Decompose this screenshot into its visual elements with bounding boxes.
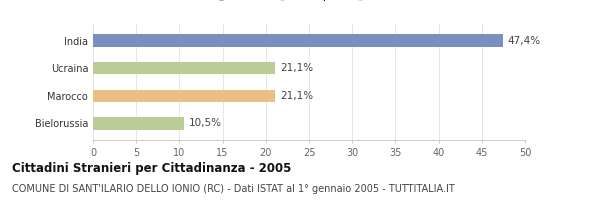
Legend: Asia, Europa, Africa: Asia, Europa, Africa: [206, 0, 412, 4]
Bar: [93, 34, 503, 47]
Text: COMUNE DI SANT'ILARIO DELLO IONIO (RC) - Dati ISTAT al 1° gennaio 2005 - TUTTITA: COMUNE DI SANT'ILARIO DELLO IONIO (RC) -…: [12, 184, 455, 194]
Bar: [93, 62, 275, 74]
Bar: [93, 117, 184, 130]
Bar: [93, 90, 275, 102]
Text: 47,4%: 47,4%: [508, 36, 541, 46]
Text: 21,1%: 21,1%: [280, 91, 314, 101]
Text: 21,1%: 21,1%: [280, 63, 314, 73]
Text: 10,5%: 10,5%: [189, 118, 222, 128]
Text: Cittadini Stranieri per Cittadinanza - 2005: Cittadini Stranieri per Cittadinanza - 2…: [12, 162, 292, 175]
